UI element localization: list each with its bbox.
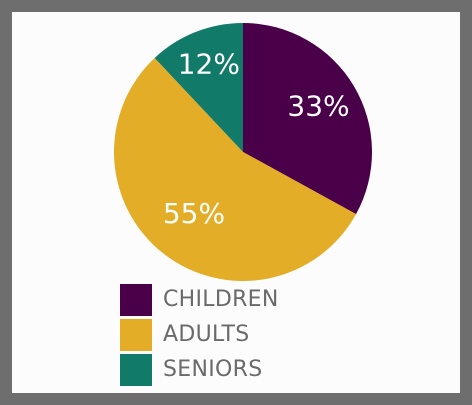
pie-chart: 33% 55% 12% bbox=[113, 23, 372, 282]
pie-slice-adults bbox=[113, 57, 357, 282]
pie-slices bbox=[113, 23, 372, 282]
legend-label-adults: ADULTS bbox=[163, 322, 250, 347]
legend-label-seniors: SENIORS bbox=[163, 357, 263, 382]
legend: CHILDREN ADULTS SENIORS bbox=[120, 282, 279, 387]
pie-slice-seniors bbox=[154, 23, 243, 152]
legend-swatch-children bbox=[120, 283, 152, 316]
chart-panel: 33% 55% 12% CHILDREN ADULTS SENIORS bbox=[12, 12, 460, 393]
legend-swatch-seniors bbox=[120, 353, 152, 386]
pie-value-labels: 33% 55% 12% bbox=[163, 48, 350, 231]
legend-label-children: CHILDREN bbox=[163, 287, 279, 312]
legend-item-adults: ADULTS bbox=[120, 317, 279, 352]
legend-item-seniors: SENIORS bbox=[120, 352, 279, 387]
pie-value-label-adults: 55% bbox=[163, 197, 225, 230]
pie-value-label-children: 33% bbox=[287, 89, 349, 122]
pie-value-label-seniors: 12% bbox=[178, 48, 240, 81]
legend-item-children: CHILDREN bbox=[120, 282, 279, 317]
pie-slice-children bbox=[243, 23, 372, 215]
legend-swatch-adults bbox=[120, 318, 152, 351]
